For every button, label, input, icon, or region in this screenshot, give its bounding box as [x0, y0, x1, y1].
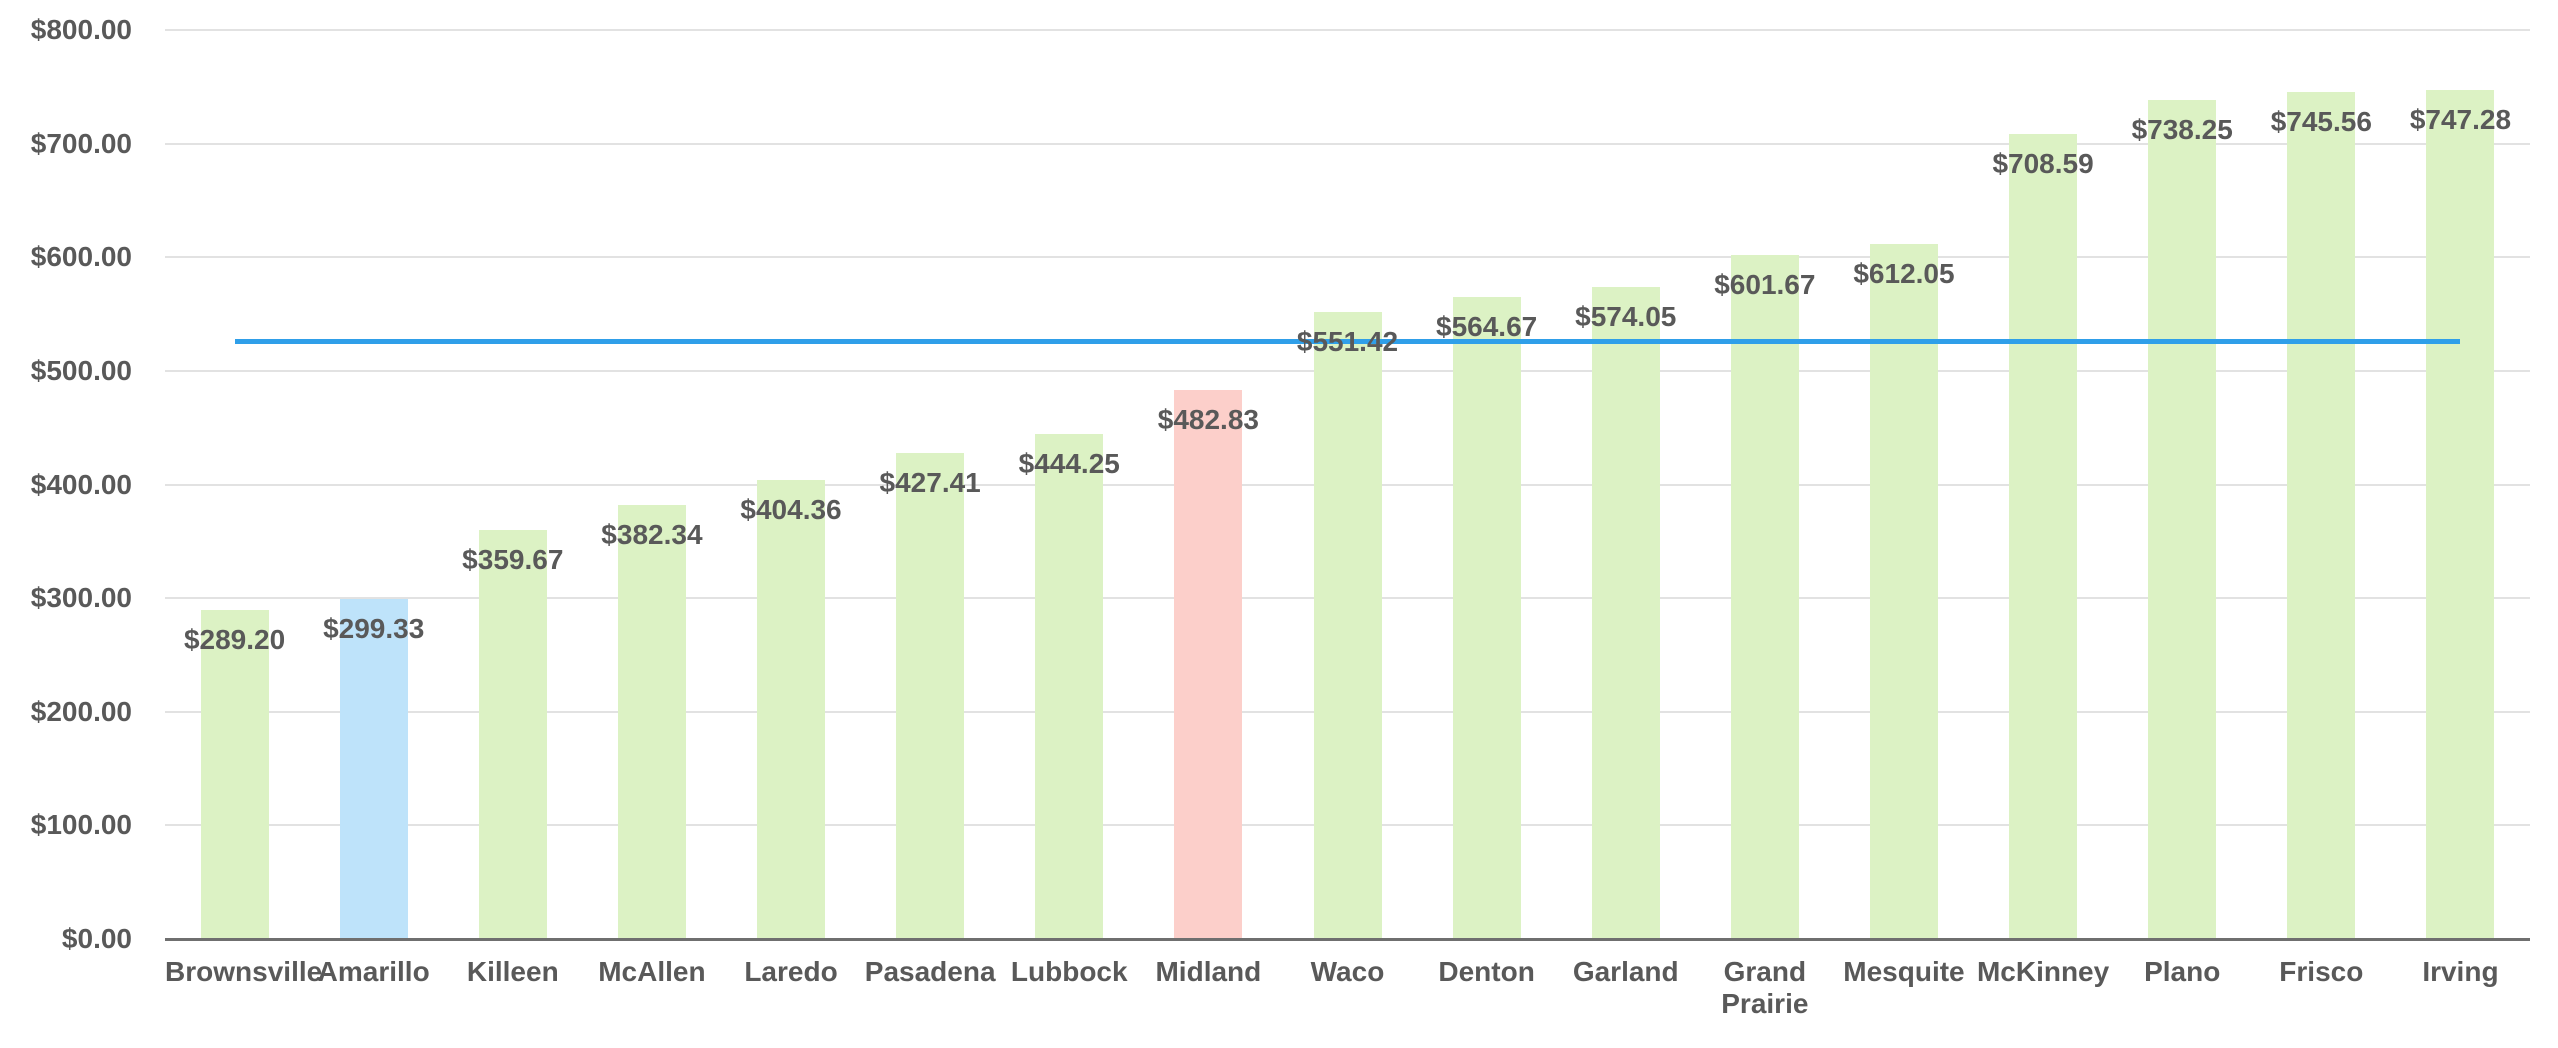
gridline-600 — [165, 256, 2530, 259]
bar-value-label-irving: $747.28 — [2409, 103, 2512, 135]
x-axis-label-denton: Denton — [1438, 956, 1535, 987]
bar-value-label-mckinney: $708.59 — [1992, 147, 2094, 179]
bar-brownsville — [200, 610, 269, 938]
bar-value-label-mcallen: $382.34 — [601, 518, 703, 550]
bar-value-label-grand-prairie: $601.67 — [1714, 269, 1816, 301]
gridline-700 — [165, 142, 2530, 145]
bar-pasadena — [896, 453, 965, 938]
bar-amarillo — [339, 598, 408, 938]
bar-value-label-garland: $574.05 — [1575, 300, 1677, 332]
y-axis-tick-label: $600.00 — [30, 241, 132, 273]
bar-denton — [1452, 297, 1521, 938]
x-axis-label-plano: Plano — [2144, 956, 2221, 987]
bar-grand-prairie — [1730, 255, 1799, 938]
x-axis-label-frisco: Frisco — [2279, 956, 2364, 987]
x-axis-label-killeen: Killeen — [466, 956, 559, 987]
x-axis-label-waco: Waco — [1310, 956, 1385, 987]
x-axis-label-mcallen: McAllen — [598, 956, 706, 987]
bar-value-label-lubbock: $444.25 — [1018, 448, 1120, 480]
x-axis-line — [165, 938, 2530, 941]
bar-value-label-midland: $482.83 — [1157, 404, 1259, 436]
x-axis-label-midland: Midland — [1155, 956, 1262, 987]
bar-lubbock — [1035, 434, 1104, 938]
y-axis-tick-label: $400.00 — [30, 468, 132, 500]
x-axis-label-laredo: Laredo — [744, 956, 838, 987]
bar-value-label-killeen: $359.67 — [462, 544, 564, 576]
bar-mesquite — [1869, 243, 1938, 938]
x-axis-label-irving: Irving — [2422, 956, 2499, 987]
y-axis-tick-label: $300.00 — [30, 582, 132, 614]
bar-plano — [2148, 100, 2217, 938]
average-line — [234, 339, 2461, 345]
x-axis-label-lubbock: Lubbock — [1010, 956, 1128, 987]
bar-frisco — [2287, 91, 2356, 938]
bar-value-label-waco: $551.42 — [1296, 326, 1399, 358]
bar-waco — [1313, 312, 1382, 938]
bar-value-label-laredo: $404.36 — [740, 493, 842, 525]
x-axis-label-amarillo: Amarillo — [317, 956, 430, 987]
y-axis-tick-label: $800.00 — [30, 14, 132, 45]
y-axis-tick-label: $700.00 — [30, 127, 132, 159]
bar-irving — [2426, 89, 2495, 938]
bar-laredo — [757, 479, 826, 938]
bar-mcallen — [617, 504, 686, 938]
bar-killeen — [478, 530, 547, 938]
bar-mckinney — [2009, 133, 2078, 938]
x-axis-label-brownsville: Brownsville — [165, 956, 323, 987]
bar-value-label-frisco: $745.56 — [2270, 105, 2372, 137]
y-axis-tick-label: $200.00 — [30, 695, 132, 727]
y-axis-tick-label: $0.00 — [61, 923, 132, 954]
bar-midland — [1174, 390, 1243, 938]
x-axis-label-mckinney: McKinney — [1976, 956, 2110, 987]
bar-value-label-pasadena: $427.41 — [879, 467, 981, 499]
bar-value-label-denton: $564.67 — [1436, 311, 1538, 343]
y-axis-tick-label: $500.00 — [30, 354, 132, 386]
bar-value-label-brownsville: $289.20 — [183, 624, 286, 656]
x-axis-label-garland: Garland — [1572, 956, 1679, 987]
x-axis-label-pasadena: Pasadena — [864, 956, 996, 987]
x-axis-label-mesquite: Mesquite — [1843, 956, 1965, 987]
x-axis-label-grand-prairie: Grand Prairie — [1721, 956, 1809, 1019]
bar-garland — [1591, 286, 1660, 938]
bar-value-label-amarillo: $299.33 — [323, 612, 425, 644]
bar-value-label-mesquite: $612.05 — [1853, 257, 1955, 289]
gridline-800 — [165, 29, 2530, 31]
bar-value-label-plano: $738.25 — [2131, 114, 2233, 146]
y-axis-tick-label: $100.00 — [30, 809, 132, 841]
